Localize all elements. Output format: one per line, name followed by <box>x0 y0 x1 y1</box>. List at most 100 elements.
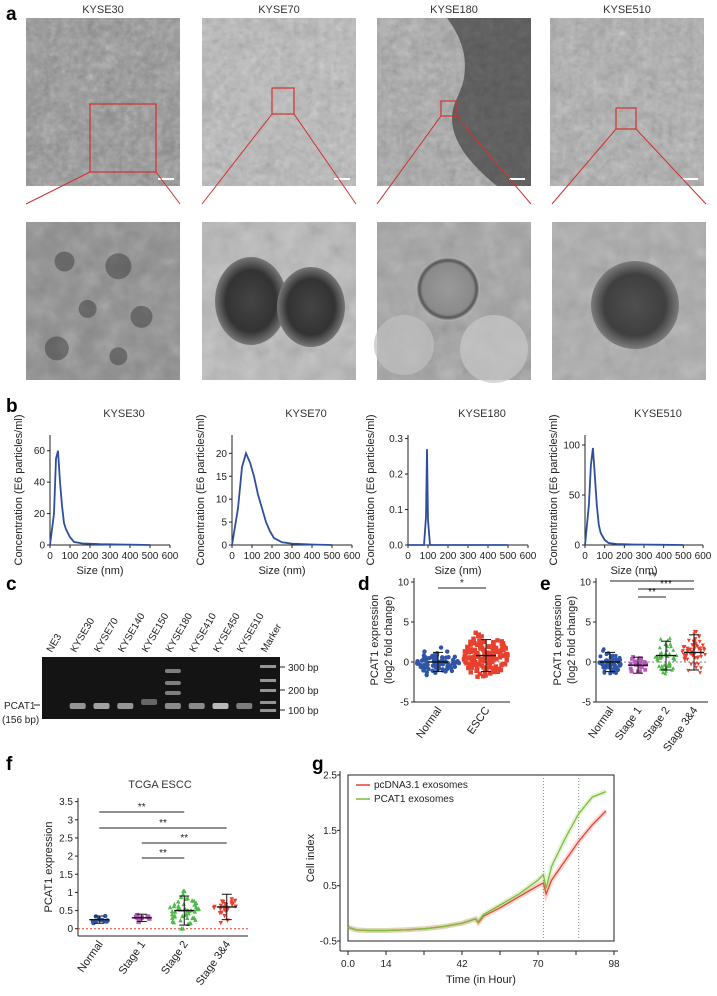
y-axis-label: Concentration (E6 particles/ml) <box>195 414 207 565</box>
x-tick-label: 500 <box>500 551 517 562</box>
plot-title: KYSE510 <box>634 408 682 420</box>
data-point <box>193 900 199 906</box>
data-point <box>686 638 691 643</box>
x-tick-label: 500 <box>142 551 159 562</box>
data-point <box>218 907 223 912</box>
data-point <box>477 671 483 676</box>
data-point <box>633 662 638 667</box>
data-point <box>637 669 642 673</box>
data-point <box>663 671 668 676</box>
data-point <box>466 656 471 661</box>
y-tick-label: 3.5 <box>59 797 73 808</box>
data-point <box>190 915 195 921</box>
data-point <box>461 656 467 662</box>
x-tick-label: 500 <box>324 551 341 562</box>
data-point <box>500 643 505 649</box>
data-point <box>491 639 496 645</box>
x-tick-label: 400 <box>480 551 497 562</box>
significance-marker: ** <box>648 571 656 582</box>
x-tick-label: 600 <box>520 551 537 562</box>
data-point <box>698 671 703 675</box>
data-point <box>503 646 508 651</box>
data-point <box>180 913 185 919</box>
data-point <box>667 651 672 656</box>
extra-band <box>164 681 181 685</box>
significance-marker: ** <box>648 587 656 598</box>
data-point <box>490 659 495 665</box>
data-point <box>617 655 622 660</box>
significance-marker: ** <box>159 848 167 859</box>
marker-band <box>260 665 277 668</box>
data-point <box>644 662 649 667</box>
data-point <box>601 648 605 653</box>
data-point <box>178 894 184 900</box>
data-point <box>672 657 677 662</box>
data-point <box>462 649 468 654</box>
extra-band <box>164 691 181 695</box>
data-point <box>452 664 458 670</box>
data-point <box>488 671 493 676</box>
y-tick-label: 0.0 <box>389 541 403 552</box>
data-point <box>490 647 496 653</box>
data-point <box>695 656 700 661</box>
data-point <box>687 647 692 652</box>
data-point <box>682 652 686 657</box>
data-point <box>637 656 642 661</box>
data-point <box>658 651 662 656</box>
data-point <box>474 642 480 648</box>
scale-bar <box>334 178 350 180</box>
y-tick-label: 5 <box>403 618 409 629</box>
data-point <box>658 636 663 641</box>
data-point <box>685 646 690 651</box>
data-point <box>422 664 428 670</box>
zoom-micrograph-kyse510 <box>552 222 706 380</box>
x-label-normal: Normal <box>414 705 444 741</box>
zoom-box-kyse510 <box>615 107 637 130</box>
zoom-box-kyse30 <box>89 103 157 173</box>
pcat1-band <box>141 699 158 705</box>
y-tick-label: 0.1 <box>389 505 403 516</box>
data-point <box>637 664 642 669</box>
group-stage-1 <box>628 655 649 674</box>
data-point <box>478 644 483 649</box>
data-point <box>424 670 430 675</box>
data-point <box>440 655 445 660</box>
data-point <box>669 644 673 649</box>
group-escc <box>461 630 510 679</box>
data-point <box>628 666 633 671</box>
data-point <box>472 654 477 659</box>
group-stage-3-4 <box>211 893 239 926</box>
y-tick-label: 0 <box>585 658 591 669</box>
data-point <box>498 653 503 658</box>
data-point <box>469 665 475 670</box>
data-point <box>668 636 672 640</box>
data-point <box>498 648 503 653</box>
x-label-escc: ESCC <box>465 705 492 737</box>
data-point <box>422 649 427 654</box>
data-point <box>629 669 634 674</box>
size-distribution-line <box>49 450 151 546</box>
group-normal <box>89 913 110 926</box>
data-point <box>638 660 643 664</box>
y-axis-label: Concentration (E6 particles/ml) <box>548 414 560 565</box>
plot-frame <box>347 774 615 942</box>
pcat1-band <box>69 703 86 709</box>
data-point <box>468 670 473 675</box>
y-tick-label: 0 <box>574 541 580 552</box>
data-point <box>478 658 483 663</box>
x-tick-label: 98 <box>608 959 620 970</box>
data-point <box>421 653 427 658</box>
data-point <box>475 650 480 656</box>
marker-band <box>260 689 277 692</box>
data-point <box>502 662 508 667</box>
data-point <box>187 921 192 926</box>
data-point <box>466 650 471 655</box>
data-point <box>491 644 497 650</box>
x-tick-label: 200 <box>616 551 633 562</box>
x-tick-label: 300 <box>460 551 477 562</box>
data-point <box>703 652 707 657</box>
marker-band <box>260 701 277 704</box>
data-point <box>468 647 473 652</box>
